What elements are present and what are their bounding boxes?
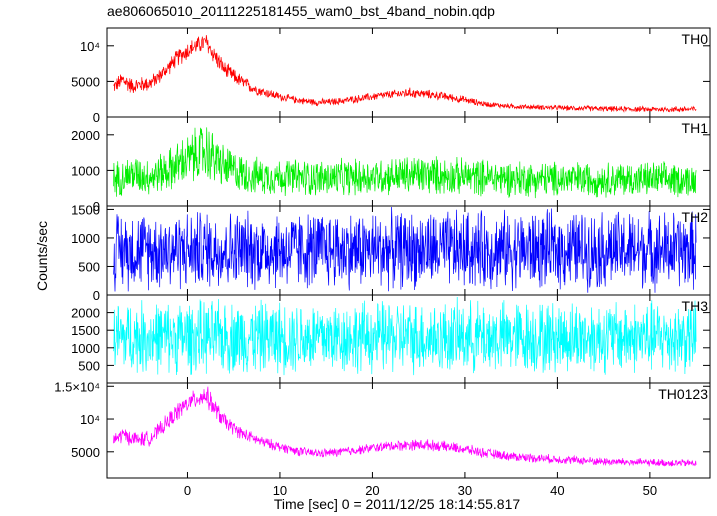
series-line-th0123: [113, 386, 697, 467]
series-line-th2: [113, 206, 697, 293]
panel-th0: 0 5000 10⁴ TH0: [71, 27, 711, 125]
x-tick-label: 0: [184, 483, 191, 498]
panels: 0 5000 10⁴ TH0 0 1000 2000 TH1 0 500 1000 1500 TH2 50…: [54, 27, 711, 479]
series-line-th1: [113, 127, 697, 199]
y-tick-label: 1.5×10⁴: [54, 379, 100, 394]
y-tick-label: 1000: [71, 163, 100, 178]
panel-th3: 500 1000 1500 2000 TH3: [71, 294, 711, 384]
y-tick-label: 0: [93, 199, 100, 214]
y-tick-label: 1000: [71, 231, 100, 246]
y-tick-label: 500: [78, 358, 100, 373]
y-tick-label: 2000: [71, 128, 100, 143]
y-axis-label: Counts/sec: [34, 221, 50, 291]
y-tick-label: 2000: [71, 306, 100, 321]
y-tick-label: 0: [93, 288, 100, 303]
y-tick-label: 1500: [71, 323, 100, 338]
panel-th1: 0 1000 2000 TH1: [71, 116, 711, 214]
panel-frame: [106, 116, 711, 207]
y-tick-label: 5000: [71, 74, 100, 89]
x-axis: 0 10 20 30 40 50: [184, 483, 657, 498]
panel-label: TH1: [682, 120, 709, 136]
series-line-th3: [113, 296, 697, 376]
y-tick-label: 5000: [71, 445, 100, 460]
y-tick-label: 10⁴: [80, 412, 100, 427]
series-line-th0: [113, 35, 697, 113]
y-tick-label: 10⁴: [80, 39, 100, 54]
panel-frame: [106, 382, 711, 479]
y-tick-label: 500: [78, 259, 100, 274]
x-tick-label: 30: [458, 483, 472, 498]
x-axis-label: Time [sec] 0 = 2011/12/25 18:14:55.817: [274, 496, 521, 512]
y-tick-label: 1000: [71, 341, 100, 356]
panel-label: TH0: [682, 31, 709, 47]
panel-th2: 0 500 1000 1500 TH2: [71, 202, 711, 303]
x-tick-label: 10: [273, 483, 287, 498]
y-tick-label: 0: [93, 110, 100, 125]
y-tick-label: 1500: [71, 202, 100, 217]
x-tick-label: 40: [550, 483, 564, 498]
chart-title: ae806065010_20111225181455_wam0_bst_4ban…: [107, 3, 495, 19]
x-tick-label: 20: [365, 483, 379, 498]
panel-label: TH3: [682, 298, 709, 314]
x-tick-label: 50: [643, 483, 657, 498]
panel-label: TH2: [682, 209, 709, 225]
panel-th0123: 5000 10⁴ 1.5×10⁴ TH0123: [54, 379, 711, 479]
panel-label: TH0123: [658, 386, 708, 402]
